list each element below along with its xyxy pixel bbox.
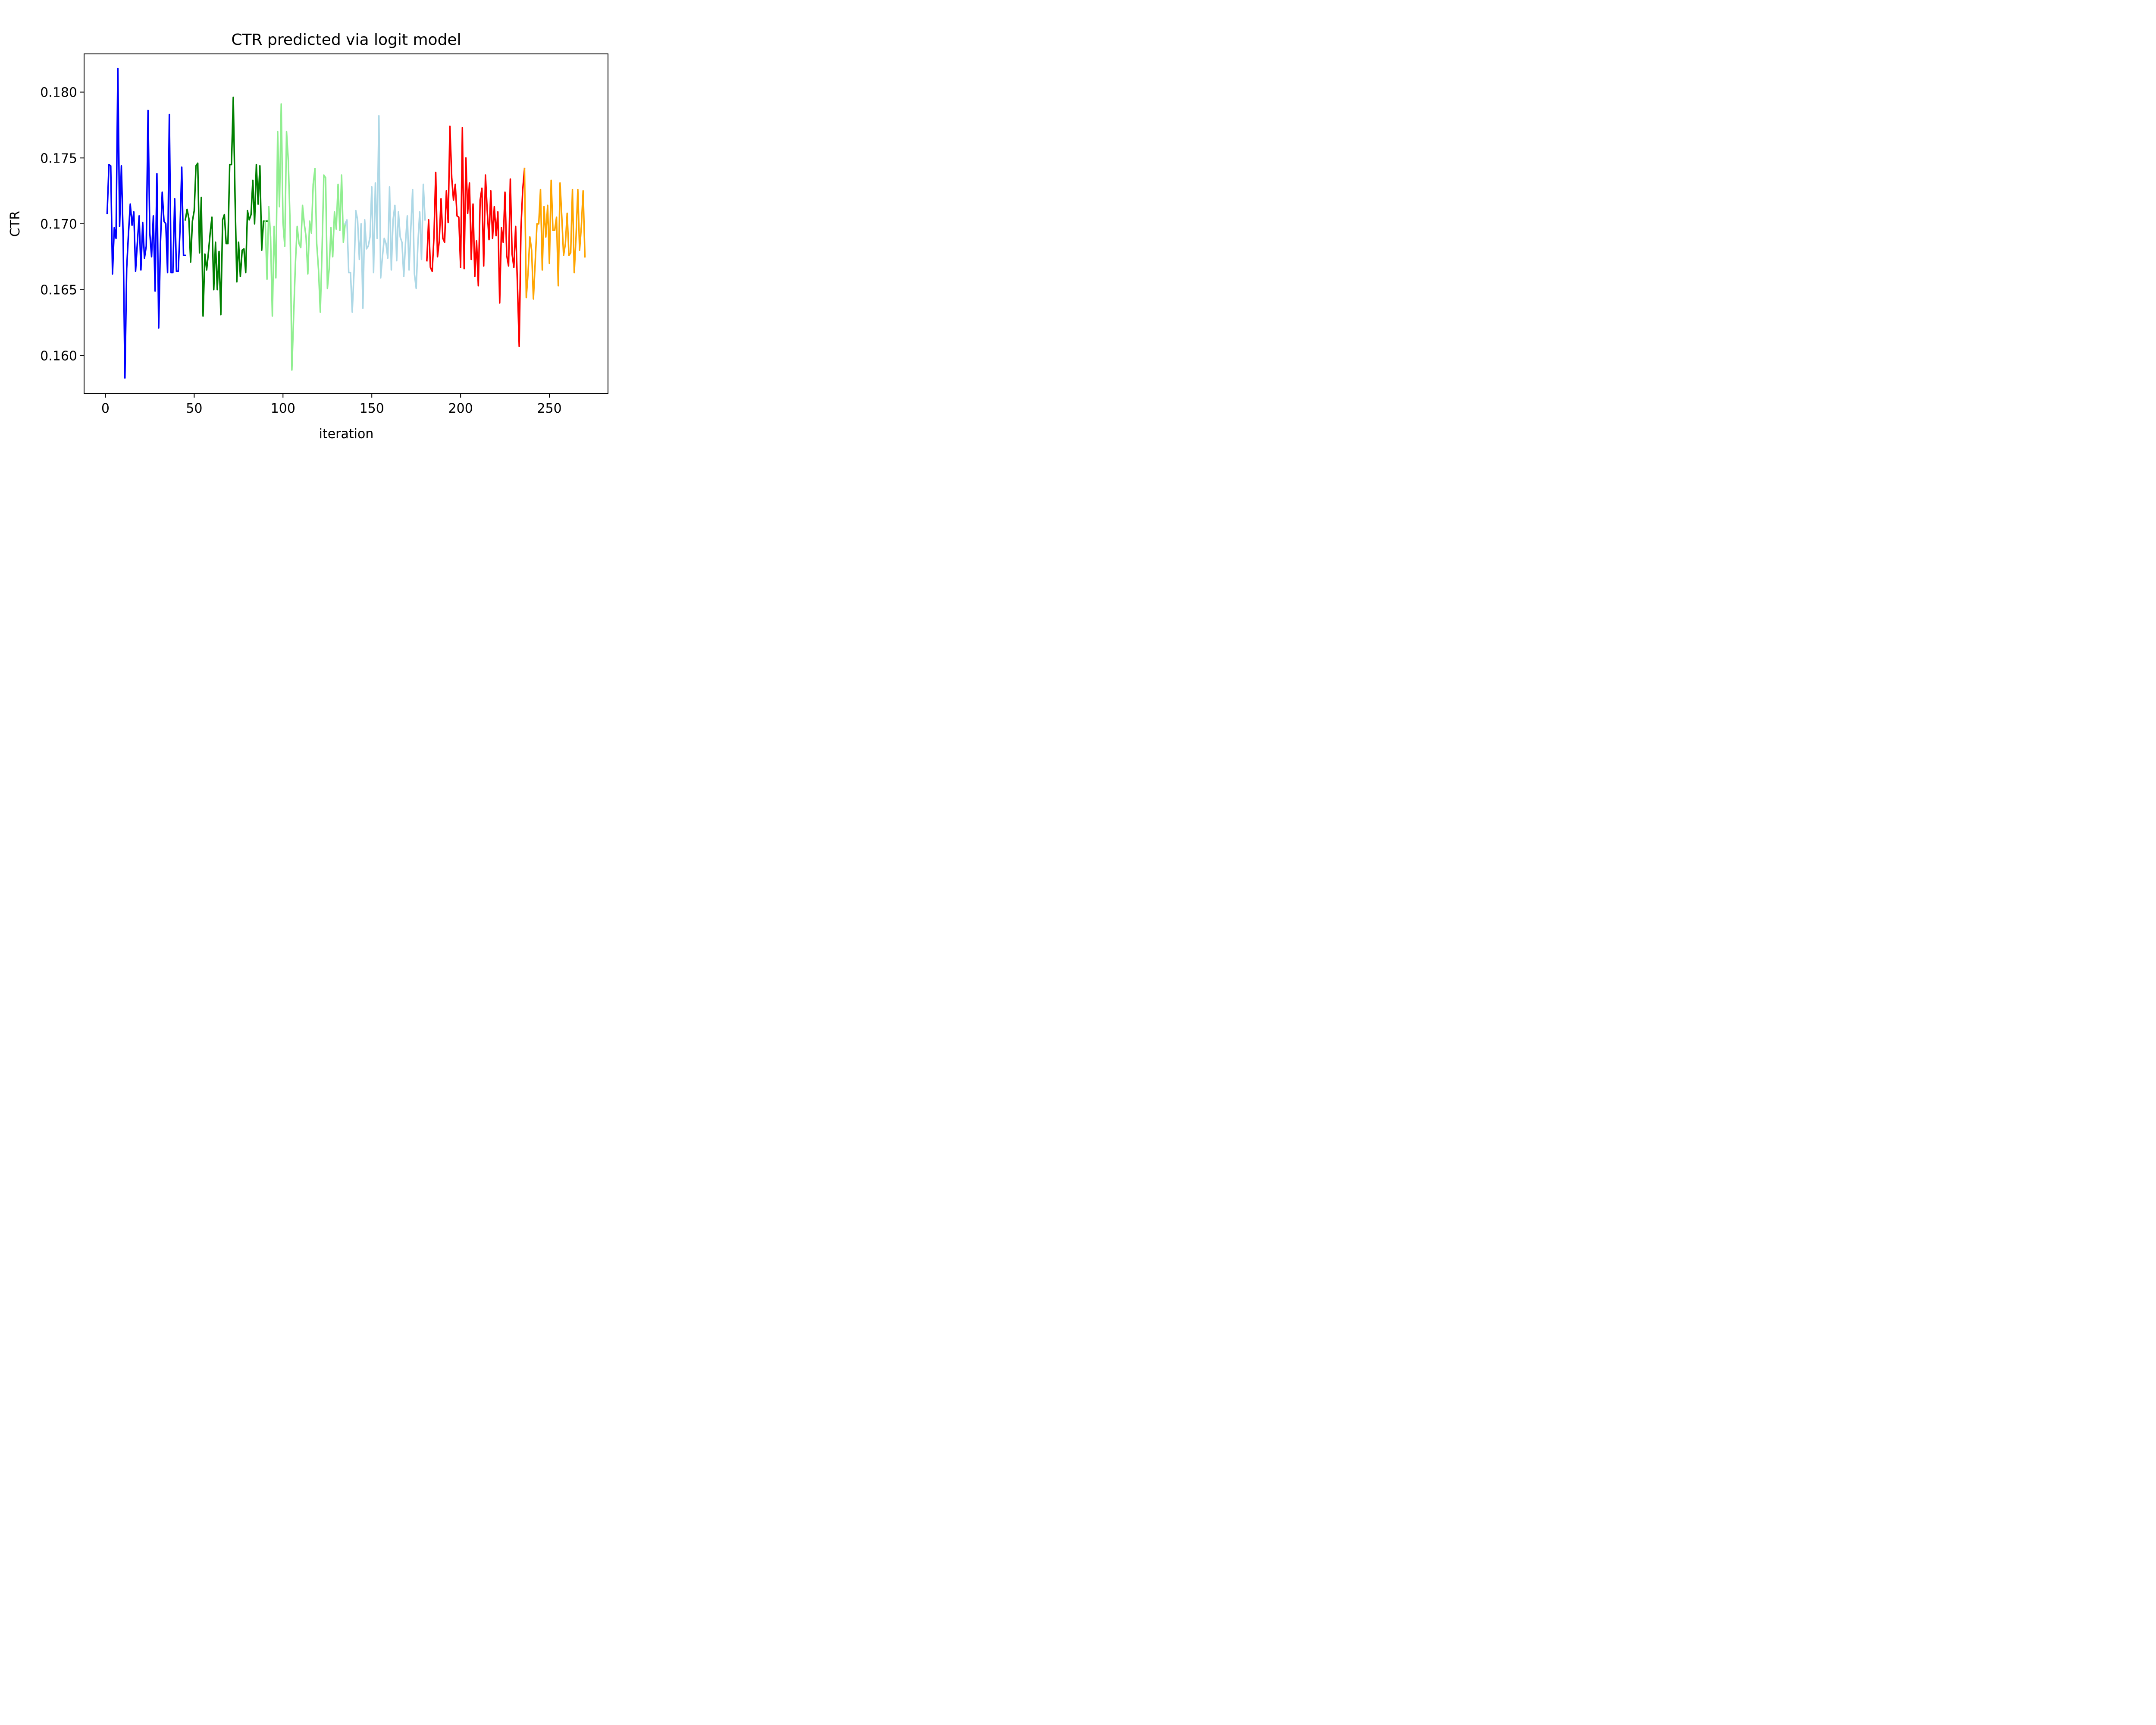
series-line-1 — [106, 67, 186, 379]
plot-frame — [84, 53, 608, 394]
series-line-2 — [184, 97, 268, 317]
series-layer — [106, 67, 586, 379]
x-tick-label: 0 — [101, 401, 110, 416]
series-line-5 — [426, 125, 526, 347]
x-tick-label: 250 — [537, 401, 561, 416]
x-tick-label: 100 — [271, 401, 295, 416]
line-chart: CTR predicted via logit model 0 50 100 150 2… — [8, 31, 608, 442]
y-tick-label: 0.180 — [40, 85, 77, 100]
y-tick-label: 0.165 — [40, 283, 77, 298]
y-tick-label: 0.170 — [40, 217, 77, 232]
y-tick-label: 0.175 — [40, 151, 77, 166]
x-tick-label: 50 — [186, 401, 202, 416]
y-axis-label: CTR — [8, 211, 23, 237]
series-line-4 — [344, 115, 426, 313]
x-axis: 0 50 100 150 200 250 — [101, 394, 562, 416]
y-tick-label: 0.160 — [40, 348, 77, 364]
y-axis: 0.160 0.165 0.170 0.175 0.180 — [40, 85, 84, 364]
x-axis-label: iteration — [319, 427, 374, 442]
chart-title: CTR predicted via logit model — [231, 31, 461, 49]
series-line-3 — [264, 103, 346, 371]
x-tick-label: 150 — [360, 401, 384, 416]
x-tick-label: 200 — [448, 401, 473, 416]
series-line-6 — [523, 167, 586, 300]
